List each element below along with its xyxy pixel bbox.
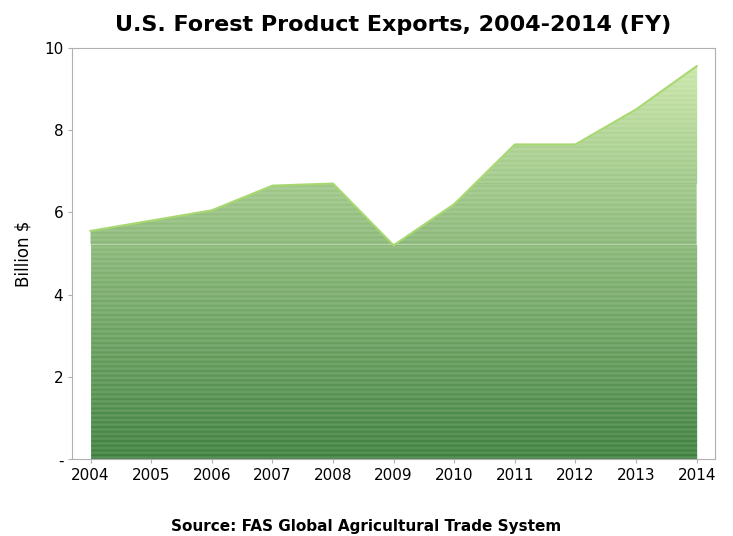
Y-axis label: Billion $: Billion $ [15,220,33,287]
Text: Source: FAS Global Agricultural Trade System: Source: FAS Global Agricultural Trade Sy… [172,519,561,534]
Title: U.S. Forest Product Exports, 2004-2014 (FY): U.S. Forest Product Exports, 2004-2014 (… [116,15,671,35]
